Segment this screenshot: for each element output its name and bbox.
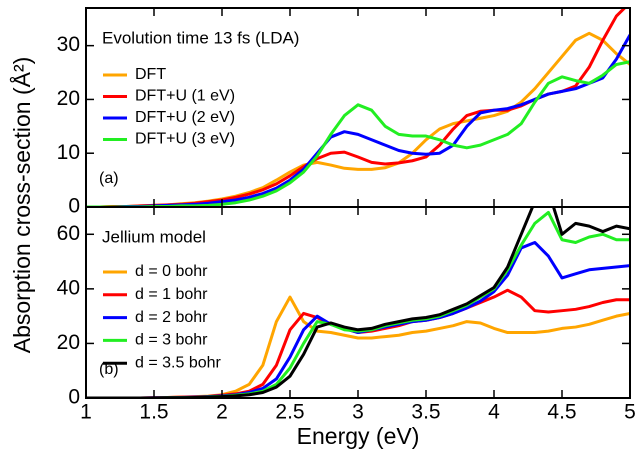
legend-label: DFT+U (2 eV) xyxy=(135,109,235,126)
y-tick-label: 10 xyxy=(57,141,80,164)
panel-title: Evolution time 13 fs (LDA) xyxy=(102,28,299,47)
x-tick-label: 3 xyxy=(352,401,364,424)
y-axis-label: Absorption cross-section (Å²) xyxy=(8,57,35,354)
legend-label: d = 2 bohr xyxy=(135,309,208,326)
x-tick-label: 2 xyxy=(216,401,228,424)
panel-label: (a) xyxy=(99,170,119,187)
x-axis-label: Energy (eV) xyxy=(297,423,420,449)
x-tick-label: 2.5 xyxy=(275,401,304,424)
x-tick-label: 4 xyxy=(488,401,500,424)
y-tick-label: 0 xyxy=(68,195,80,218)
legend-label: d = 1 bohr xyxy=(135,286,208,303)
x-tick-label: 4.5 xyxy=(547,401,576,424)
y-tick-label: 0 xyxy=(68,386,80,409)
y-tick-label: 20 xyxy=(57,331,80,354)
panel-label: (b) xyxy=(99,361,119,378)
plot-frame xyxy=(85,206,631,399)
x-tick-label: 1 xyxy=(80,401,92,424)
y-tick-label: 40 xyxy=(57,276,80,299)
panel-title: Jellium model xyxy=(102,227,206,246)
x-tick-label: 1.5 xyxy=(139,401,168,424)
y-tick-label: 60 xyxy=(57,222,80,245)
x-tick-label: 3.5 xyxy=(411,401,440,424)
y-tick-label: 20 xyxy=(57,87,80,110)
legend-label: DFT+U (1 eV) xyxy=(135,88,235,105)
legend-label: d = 0 bohr xyxy=(135,263,208,280)
legend-label: DFT xyxy=(135,66,166,83)
y-tick-label: 30 xyxy=(57,33,80,56)
legend-label: d = 3 bohr xyxy=(135,332,208,349)
x-tick-label: 5 xyxy=(624,401,636,424)
legend-label: d = 3.5 bohr xyxy=(135,354,222,371)
legend-label: DFT+U (3 eV) xyxy=(135,131,235,148)
